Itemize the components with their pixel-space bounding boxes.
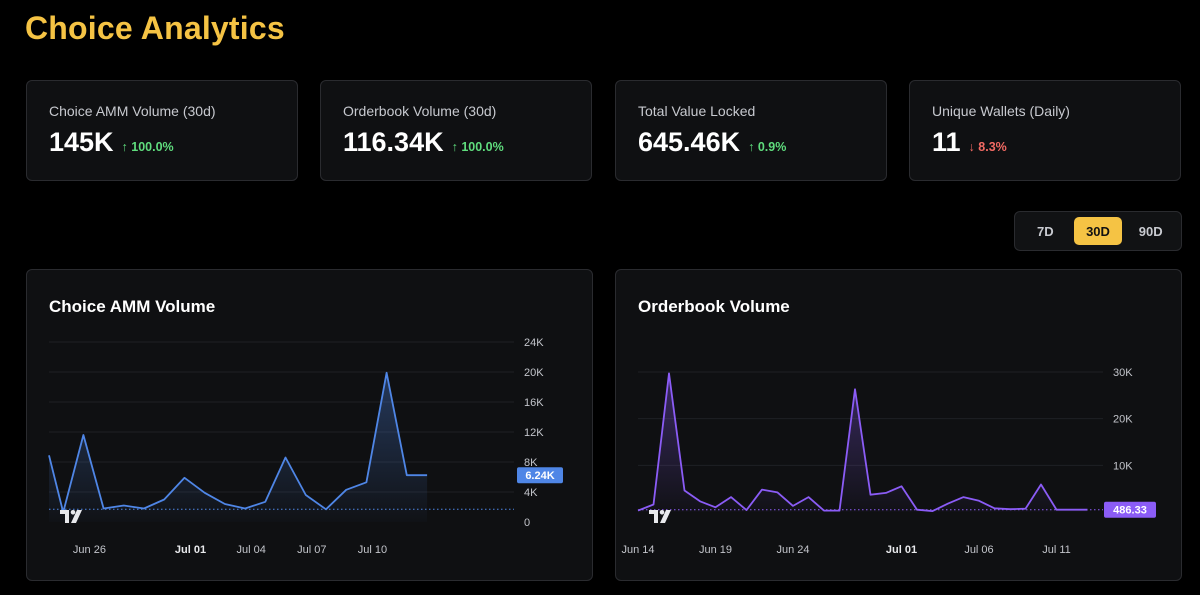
stat-label: Total Value Locked [638, 103, 756, 119]
last-value-label: 6.24K [525, 470, 554, 482]
y-tick-label: 4K [524, 487, 538, 499]
y-tick-label: 30K [1113, 367, 1133, 379]
x-tick-label: Jun 26 [73, 544, 106, 556]
stat-card-orderbook-volume: Orderbook Volume (30d) 116.34K ↑ 100.0% [320, 80, 592, 181]
page-title: Choice Analytics [25, 10, 285, 46]
orderbook-volume-chart-card: Orderbook Volume 10K 20K 30K Jun 14 Jun 19 Ju… [615, 269, 1182, 581]
stat-card-total-value-locked: Total Value Locked 645.46K ↑ 0.9% [615, 80, 887, 181]
chart-title: Choice AMM Volume [49, 297, 216, 316]
x-tick-label: Jul 11 [1042, 544, 1071, 556]
series-line [637, 372, 1088, 512]
y-tick-label: 20K [524, 367, 544, 379]
stat-value: 645.46K [638, 127, 741, 157]
series-area [49, 372, 428, 522]
chart-title: Orderbook Volume [638, 297, 790, 316]
range-30d-button[interactable]: 30D [1073, 217, 1123, 245]
y-tick-label: 12K [524, 427, 544, 439]
x-tick-label: Jun 19 [699, 544, 732, 556]
y-tick-label: 24K [524, 337, 544, 349]
time-range-toggle: 7D 30D 90D [1014, 211, 1182, 251]
last-value-tag: 486.33 [1104, 501, 1156, 518]
y-tick-label: 10K [1113, 460, 1133, 472]
range-90d-button[interactable]: 90D [1126, 217, 1175, 245]
stat-change: ↑ 0.9% [748, 140, 787, 154]
amm-volume-chart-card: Choice AMM Volume 0 4K 8K 12K 16K 20K 24K Jun 2… [26, 269, 593, 581]
series-line [48, 371, 428, 514]
stat-change: ↓ 8.3% [968, 140, 1007, 154]
orderbook-volume-chart[interactable]: 10K 20K 30K Jun 14 Jun 19 Jun 24 Jul 01 Jul 06 J… [616, 270, 1183, 582]
range-7d-button[interactable]: 7D [1021, 217, 1070, 245]
y-tick-label: 20K [1113, 414, 1133, 426]
last-value-tag: 6.24K [517, 467, 563, 484]
chart-logo-icon [649, 510, 671, 523]
y-tick-label: 16K [524, 397, 544, 409]
stat-label: Orderbook Volume (30d) [343, 103, 497, 119]
x-tick-label: Jul 06 [964, 544, 993, 556]
stat-card-amm-volume: Choice AMM Volume (30d) 145K ↑ 100.0% [26, 80, 298, 181]
stat-change: ↑ 100.0% [451, 140, 504, 154]
chart-logo-icon [60, 510, 82, 523]
x-tick-label: Jul 07 [297, 544, 326, 556]
stat-value: 145K [49, 127, 114, 157]
y-tick-label: 8K [524, 457, 538, 469]
x-tick-label: Jun 24 [776, 544, 809, 556]
stat-label: Unique Wallets (Daily) [932, 103, 1070, 119]
x-tick-label: Jul 10 [358, 544, 387, 556]
amm-volume-chart[interactable]: 0 4K 8K 12K 16K 20K 24K Jun 26 Jul 01 Jul 04 Jul 0… [27, 270, 594, 582]
x-tick-label: Jul 04 [236, 544, 265, 556]
x-tick-label: Jul 01 [886, 544, 917, 556]
y-tick-label: 0 [524, 517, 530, 529]
last-value-label: 486.33 [1113, 505, 1147, 517]
stat-change: ↑ 100.0% [121, 140, 174, 154]
stat-card-unique-wallets: Unique Wallets (Daily) 11 ↓ 8.3% [909, 80, 1181, 181]
x-tick-label: Jul 01 [175, 544, 206, 556]
x-tick-label: Jun 14 [621, 544, 654, 556]
stat-label: Choice AMM Volume (30d) [49, 103, 216, 119]
stat-value: 11 [932, 127, 961, 157]
stat-value: 116.34K [343, 127, 444, 157]
